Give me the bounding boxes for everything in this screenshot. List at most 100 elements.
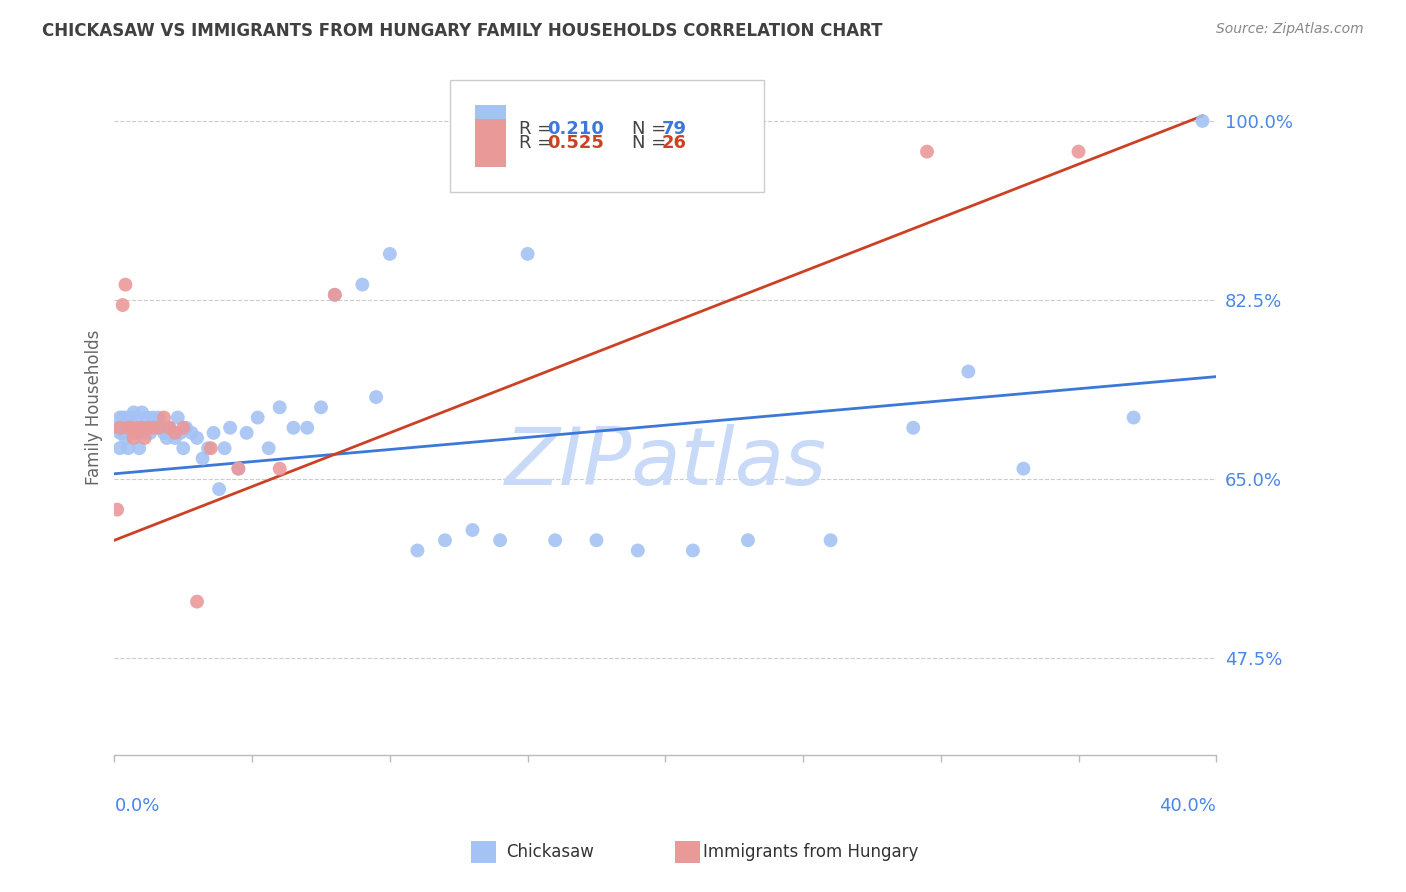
Point bbox=[516, 247, 538, 261]
Point bbox=[125, 410, 148, 425]
Point bbox=[283, 421, 305, 435]
Point bbox=[489, 533, 512, 548]
Point bbox=[114, 277, 136, 292]
Text: R =: R = bbox=[519, 134, 558, 152]
Point bbox=[246, 410, 269, 425]
Point bbox=[159, 421, 181, 435]
Point bbox=[159, 421, 181, 435]
Point bbox=[378, 247, 401, 261]
Bar bbox=[475, 104, 506, 153]
Point bbox=[228, 461, 250, 475]
Point bbox=[105, 421, 128, 435]
Point bbox=[269, 461, 291, 475]
Point bbox=[136, 421, 159, 435]
Point bbox=[108, 410, 131, 425]
Point bbox=[1122, 410, 1144, 425]
Bar bbox=[475, 119, 506, 168]
Text: 79: 79 bbox=[662, 120, 688, 138]
Point bbox=[820, 533, 842, 548]
Point bbox=[228, 461, 250, 475]
Point bbox=[114, 410, 136, 425]
Point bbox=[208, 482, 231, 496]
Point bbox=[544, 533, 567, 548]
Point bbox=[111, 421, 134, 435]
Point bbox=[257, 441, 280, 455]
Point bbox=[128, 441, 150, 455]
Point bbox=[128, 421, 150, 435]
Text: ZIPatlas: ZIPatlas bbox=[505, 424, 827, 502]
Point bbox=[200, 441, 222, 455]
Point bbox=[122, 421, 145, 435]
Point bbox=[163, 425, 186, 440]
Point bbox=[172, 421, 194, 435]
Point bbox=[142, 421, 165, 435]
Point bbox=[117, 441, 139, 455]
Point bbox=[269, 401, 291, 415]
Point bbox=[737, 533, 759, 548]
Point bbox=[186, 431, 208, 445]
Point bbox=[153, 425, 176, 440]
Point bbox=[131, 421, 153, 435]
Point bbox=[134, 421, 156, 435]
Point bbox=[219, 421, 242, 435]
Point bbox=[122, 425, 145, 440]
Point bbox=[136, 410, 159, 425]
Point bbox=[105, 502, 128, 516]
Text: Chickasaw: Chickasaw bbox=[506, 843, 593, 861]
Point bbox=[585, 533, 607, 548]
Point bbox=[122, 431, 145, 445]
Point bbox=[682, 543, 704, 558]
Text: 0.525: 0.525 bbox=[547, 134, 605, 152]
Text: Immigrants from Hungary: Immigrants from Hungary bbox=[703, 843, 918, 861]
Point bbox=[202, 425, 225, 440]
Point bbox=[120, 421, 142, 435]
Point bbox=[235, 425, 257, 440]
Point bbox=[111, 298, 134, 312]
Point bbox=[108, 425, 131, 440]
Point bbox=[174, 421, 197, 435]
Point bbox=[214, 441, 236, 455]
Y-axis label: Family Households: Family Households bbox=[86, 330, 103, 485]
Point bbox=[148, 410, 170, 425]
Text: 26: 26 bbox=[662, 134, 688, 152]
Point bbox=[114, 431, 136, 445]
Text: Source: ZipAtlas.com: Source: ZipAtlas.com bbox=[1216, 22, 1364, 37]
Text: 0.0%: 0.0% bbox=[114, 797, 160, 815]
Point bbox=[433, 533, 456, 548]
Point bbox=[169, 425, 191, 440]
Point bbox=[162, 425, 184, 440]
Text: CHICKASAW VS IMMIGRANTS FROM HUNGARY FAMILY HOUSEHOLDS CORRELATION CHART: CHICKASAW VS IMMIGRANTS FROM HUNGARY FAM… bbox=[42, 22, 883, 40]
Point bbox=[139, 425, 162, 440]
Point bbox=[1191, 114, 1213, 128]
Point bbox=[352, 277, 374, 292]
Point bbox=[131, 421, 153, 435]
Point bbox=[117, 421, 139, 435]
Point bbox=[461, 523, 484, 537]
Point bbox=[114, 421, 136, 435]
Point bbox=[108, 441, 131, 455]
Point bbox=[125, 425, 148, 440]
Text: N =: N = bbox=[633, 120, 672, 138]
Point bbox=[323, 288, 346, 302]
Point bbox=[915, 145, 938, 159]
Point bbox=[197, 441, 219, 455]
Point bbox=[903, 421, 925, 435]
Text: 40.0%: 40.0% bbox=[1160, 797, 1216, 815]
Point bbox=[406, 543, 429, 558]
Point bbox=[166, 410, 188, 425]
Point bbox=[180, 425, 202, 440]
Point bbox=[131, 405, 153, 419]
Point bbox=[172, 441, 194, 455]
Point bbox=[163, 431, 186, 445]
Text: R =: R = bbox=[519, 120, 558, 138]
Point bbox=[153, 410, 176, 425]
Point bbox=[145, 421, 167, 435]
Point bbox=[134, 431, 156, 445]
Point bbox=[148, 421, 170, 435]
Text: 0.210: 0.210 bbox=[547, 120, 605, 138]
Point bbox=[108, 421, 131, 435]
Point bbox=[128, 425, 150, 440]
Point bbox=[156, 431, 179, 445]
Text: N =: N = bbox=[633, 134, 672, 152]
Point bbox=[1067, 145, 1090, 159]
